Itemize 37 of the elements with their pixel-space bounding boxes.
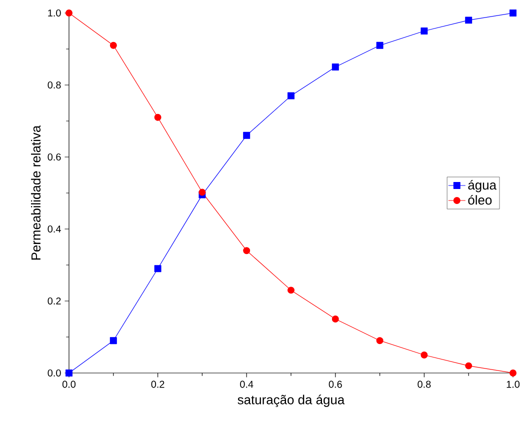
point [243, 132, 250, 139]
point [510, 10, 516, 16]
x-tick-label: 0.8 [418, 380, 431, 388]
legend-label: água [468, 180, 496, 192]
y-tick-label: 0.4 [48, 225, 61, 233]
point [465, 362, 472, 370]
point [154, 265, 162, 272]
x-tick-label: 0.4 [240, 380, 254, 388]
point [198, 188, 206, 196]
point [420, 352, 428, 358]
legend-label: óleo [468, 194, 492, 205]
point [243, 247, 250, 254]
y-tick-label: 0.6 [48, 153, 61, 161]
point [376, 337, 384, 344]
point [110, 337, 117, 344]
point [420, 28, 428, 34]
point [154, 114, 162, 121]
point [332, 64, 339, 70]
x-tick-label: 0.0 [62, 380, 76, 388]
point [376, 42, 384, 49]
y-tick-label: 0.2 [48, 297, 61, 305]
x-tick-label: 0.2 [151, 380, 164, 388]
point [510, 370, 516, 376]
x-tick-label: 0.6 [328, 380, 342, 388]
x-axis-title: saturação da água [238, 394, 345, 407]
point [110, 42, 117, 49]
point [288, 286, 294, 294]
y-tick-label: 0.8 [48, 81, 61, 89]
point [332, 316, 339, 322]
y-tick-label: 0.0 [48, 369, 61, 377]
point [465, 16, 472, 24]
x-tick-label: 1.0 [506, 380, 520, 388]
y-tick-label: 1.0 [48, 9, 61, 17]
point [66, 370, 72, 376]
point [288, 92, 294, 100]
point [66, 10, 72, 16]
y-axis-title: Permeabilidade relativa [31, 125, 41, 260]
